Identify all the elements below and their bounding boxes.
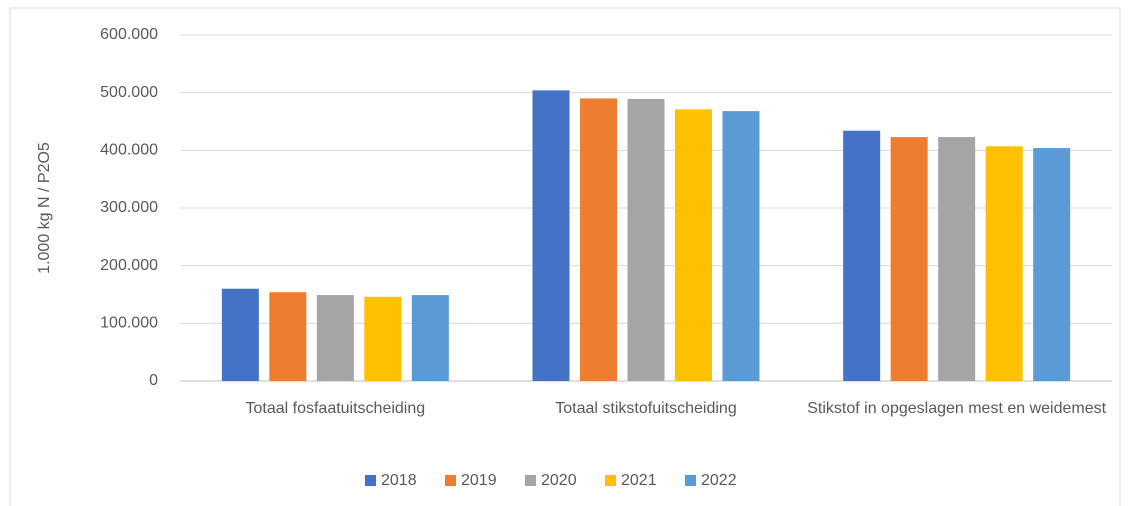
y-tick-label: 200.000 — [100, 257, 158, 274]
x-tick-label: Stikstof in opgeslagen mest en weidemest — [807, 400, 1107, 417]
y-tick-label: 100.000 — [100, 315, 158, 332]
bar — [890, 137, 928, 381]
legend-label: 2021 — [621, 472, 657, 489]
y-tick-label: 500.000 — [100, 84, 158, 101]
bar — [675, 109, 712, 381]
legend-swatch — [445, 475, 456, 486]
bar — [316, 295, 354, 381]
bar — [364, 296, 402, 381]
legend-swatch — [685, 475, 696, 486]
bar — [269, 292, 307, 381]
y-tick-label: 400.000 — [100, 142, 158, 159]
bar — [1033, 148, 1071, 381]
legend-label: 2022 — [701, 472, 737, 489]
bar — [221, 288, 259, 381]
bar — [580, 98, 617, 381]
x-tick-label: Totaal stikstofuitscheiding — [555, 400, 737, 417]
legend-label: 2019 — [461, 472, 497, 489]
bar — [532, 90, 570, 382]
bar — [627, 99, 665, 381]
legend-label: 2020 — [541, 472, 577, 489]
y-tick-label: 600.000 — [100, 26, 158, 43]
legend-label: 2018 — [381, 472, 417, 489]
legend-swatch — [525, 475, 536, 486]
bar — [938, 137, 976, 381]
chart-frame — [9, 7, 1121, 506]
legend-swatch — [605, 475, 616, 486]
legend-swatch — [365, 475, 376, 486]
bar — [843, 130, 881, 381]
bar — [411, 295, 449, 381]
bar — [722, 111, 760, 382]
bar — [985, 146, 1023, 381]
y-tick-label: 0 — [149, 372, 158, 389]
y-tick-label: 300.000 — [100, 199, 158, 216]
y-axis-label: 1.000 kg N / P2O5 — [36, 142, 53, 274]
x-tick-label: Totaal fosfaatuitscheiding — [245, 400, 426, 417]
